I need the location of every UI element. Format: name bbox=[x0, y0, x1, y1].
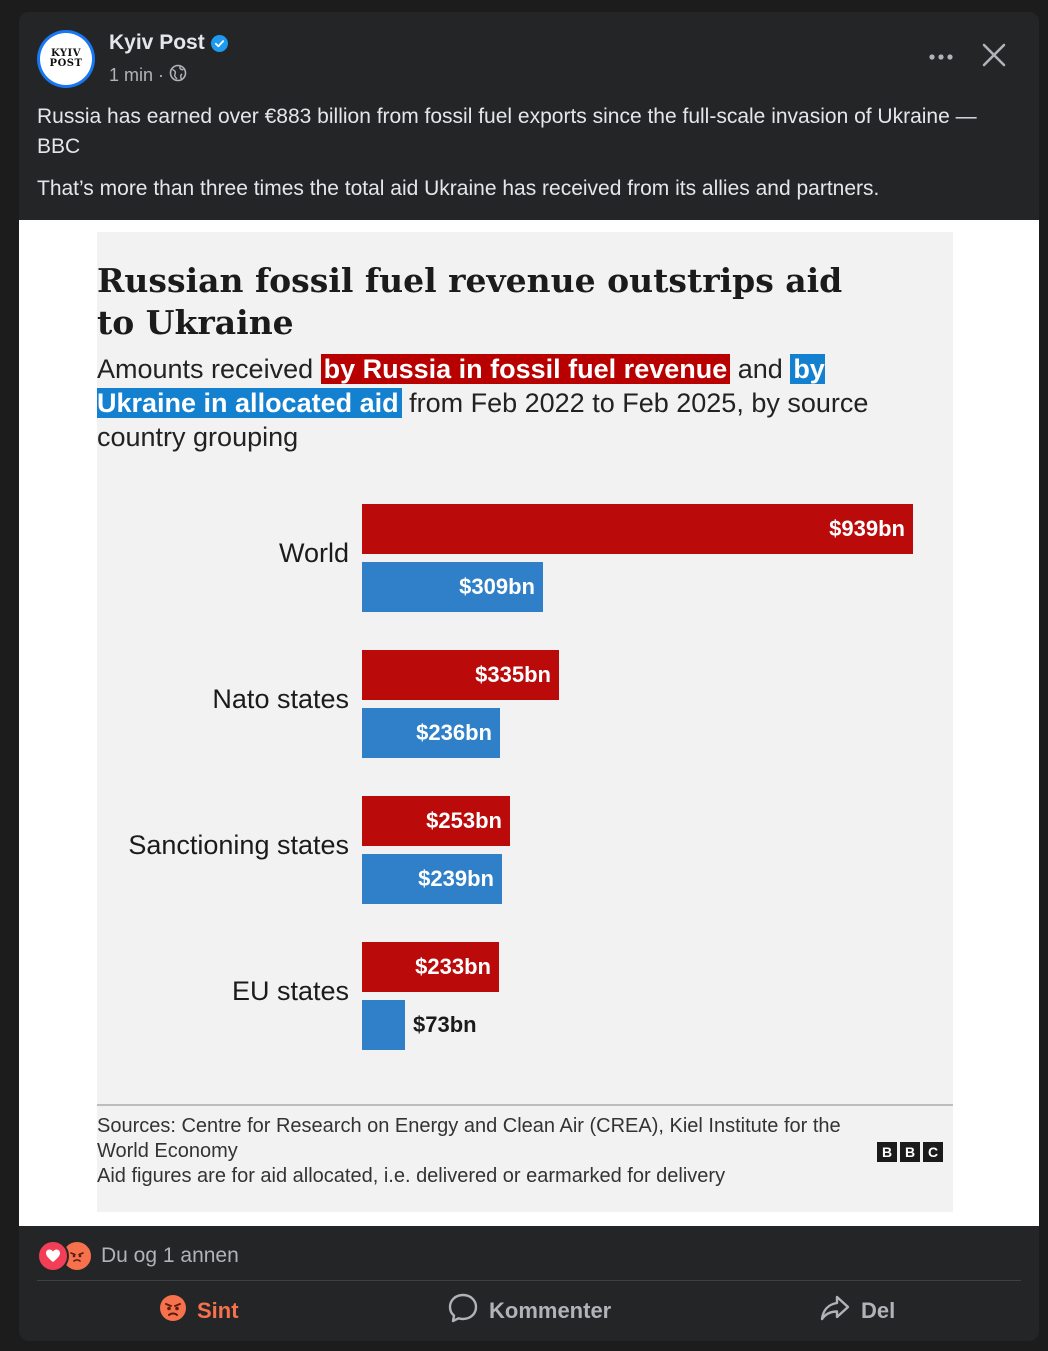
bar-value-label: $335bn bbox=[475, 662, 551, 687]
ukraine-aid-bar bbox=[362, 854, 502, 904]
share-label: Del bbox=[861, 1298, 896, 1323]
subtitle-russia-highlight: by Russia in fossil fuel revenue bbox=[320, 354, 731, 384]
category-label: Nato states bbox=[212, 684, 349, 714]
share-arrow-icon bbox=[819, 1292, 851, 1330]
comment-bubble-icon bbox=[447, 1292, 479, 1330]
post-text-line1: Russia has earned over €883 billion from… bbox=[37, 105, 977, 158]
category-label: Sanctioning states bbox=[128, 830, 349, 860]
heart-icon bbox=[37, 1240, 69, 1272]
angry-face-icon bbox=[159, 1294, 187, 1328]
infographic-title: Russian fossil fuel revenue outstrips ai… bbox=[97, 261, 843, 342]
footer-divider bbox=[37, 1280, 1021, 1281]
russia-revenue-bar bbox=[362, 650, 559, 700]
bbc-logo-letter: B bbox=[877, 1142, 897, 1162]
post-body: Russia has earned over €883 billion from… bbox=[37, 102, 1022, 216]
infographic-sources: Sources: Centre for Research on Energy a… bbox=[97, 1114, 867, 1189]
angry-reaction-button[interactable]: Sint bbox=[159, 1288, 239, 1334]
infographic-subtitle: Amounts received by Russia in fossil fue… bbox=[97, 352, 927, 454]
bar-value-label: $236bn bbox=[416, 720, 492, 745]
russia-revenue-bar bbox=[362, 942, 499, 992]
bar-value-label: $239bn bbox=[418, 866, 494, 891]
angry-reaction-label: Sint bbox=[197, 1298, 239, 1323]
page-name-row: Kyiv Post bbox=[109, 31, 228, 55]
avatar-logo-line1: KYIV bbox=[51, 48, 81, 59]
globe-icon[interactable] bbox=[169, 64, 187, 87]
subtitle-part3: from Feb 2022 to Feb 2025, by source cou… bbox=[97, 388, 869, 452]
page-avatar[interactable]: KYIV POST bbox=[37, 30, 95, 88]
bar-value-label: $939bn bbox=[829, 516, 905, 541]
sources-line2: Aid figures are for aid allocated, i.e. … bbox=[97, 1165, 726, 1187]
action-bar: Sint Kommenter Del bbox=[19, 1288, 1039, 1338]
bar-chart: World $939bn $309bn Nato states $335bn $236bn… bbox=[97, 494, 953, 1074]
post-timestamp[interactable]: 1 min bbox=[109, 65, 154, 85]
russia-revenue-bar bbox=[362, 796, 510, 846]
subtitle-part2: and bbox=[730, 354, 791, 384]
infographic-divider bbox=[97, 1104, 953, 1106]
ukraine-aid-bar bbox=[362, 1000, 405, 1050]
post-card: KYIV POST Kyiv Post 1 min · bbox=[19, 12, 1039, 1341]
comment-label: Kommenter bbox=[489, 1298, 612, 1323]
bbc-logo: B B C bbox=[877, 1142, 943, 1162]
category-label: EU states bbox=[231, 976, 349, 1006]
ukraine-aid-bar bbox=[362, 562, 543, 612]
bar-value-label: $233bn bbox=[415, 954, 491, 979]
bbc-infographic: Russian fossil fuel revenue outstrips ai… bbox=[97, 232, 953, 1212]
comment-button[interactable]: Kommenter bbox=[447, 1288, 611, 1334]
bar-value-label: $309bn bbox=[459, 574, 535, 599]
avatar-logo-line2: POST bbox=[49, 58, 83, 69]
russia-revenue-bar bbox=[362, 504, 913, 554]
meta-separator: · bbox=[158, 65, 165, 85]
bar-value-label: $73bn bbox=[413, 1012, 477, 1037]
category-label: World bbox=[278, 538, 349, 568]
post-image[interactable]: Russian fossil fuel revenue outstrips ai… bbox=[19, 220, 1039, 1226]
reaction-count-text: Du og 1 annen bbox=[101, 1244, 239, 1267]
verified-badge-icon bbox=[210, 34, 228, 52]
bbc-logo-letter: B bbox=[900, 1142, 920, 1162]
sources-line1: Sources: Centre for Research on Energy a… bbox=[97, 1115, 841, 1162]
page-name-link[interactable]: Kyiv Post bbox=[109, 31, 205, 54]
bar-value-label: $253bn bbox=[426, 808, 502, 833]
close-icon[interactable] bbox=[977, 38, 1011, 72]
share-button[interactable]: Del bbox=[819, 1288, 895, 1334]
more-options-icon[interactable] bbox=[924, 42, 958, 72]
reaction-summary[interactable]: Du og 1 annen bbox=[37, 1240, 239, 1272]
post-text-line2: That’s more than three times the total a… bbox=[37, 177, 880, 200]
avatar-logo: KYIV POST bbox=[40, 33, 92, 85]
post-meta: 1 min · bbox=[109, 64, 187, 87]
subtitle-part1: Amounts received bbox=[97, 354, 321, 384]
ukraine-aid-bar bbox=[362, 708, 500, 758]
bbc-logo-letter: C bbox=[923, 1142, 943, 1162]
